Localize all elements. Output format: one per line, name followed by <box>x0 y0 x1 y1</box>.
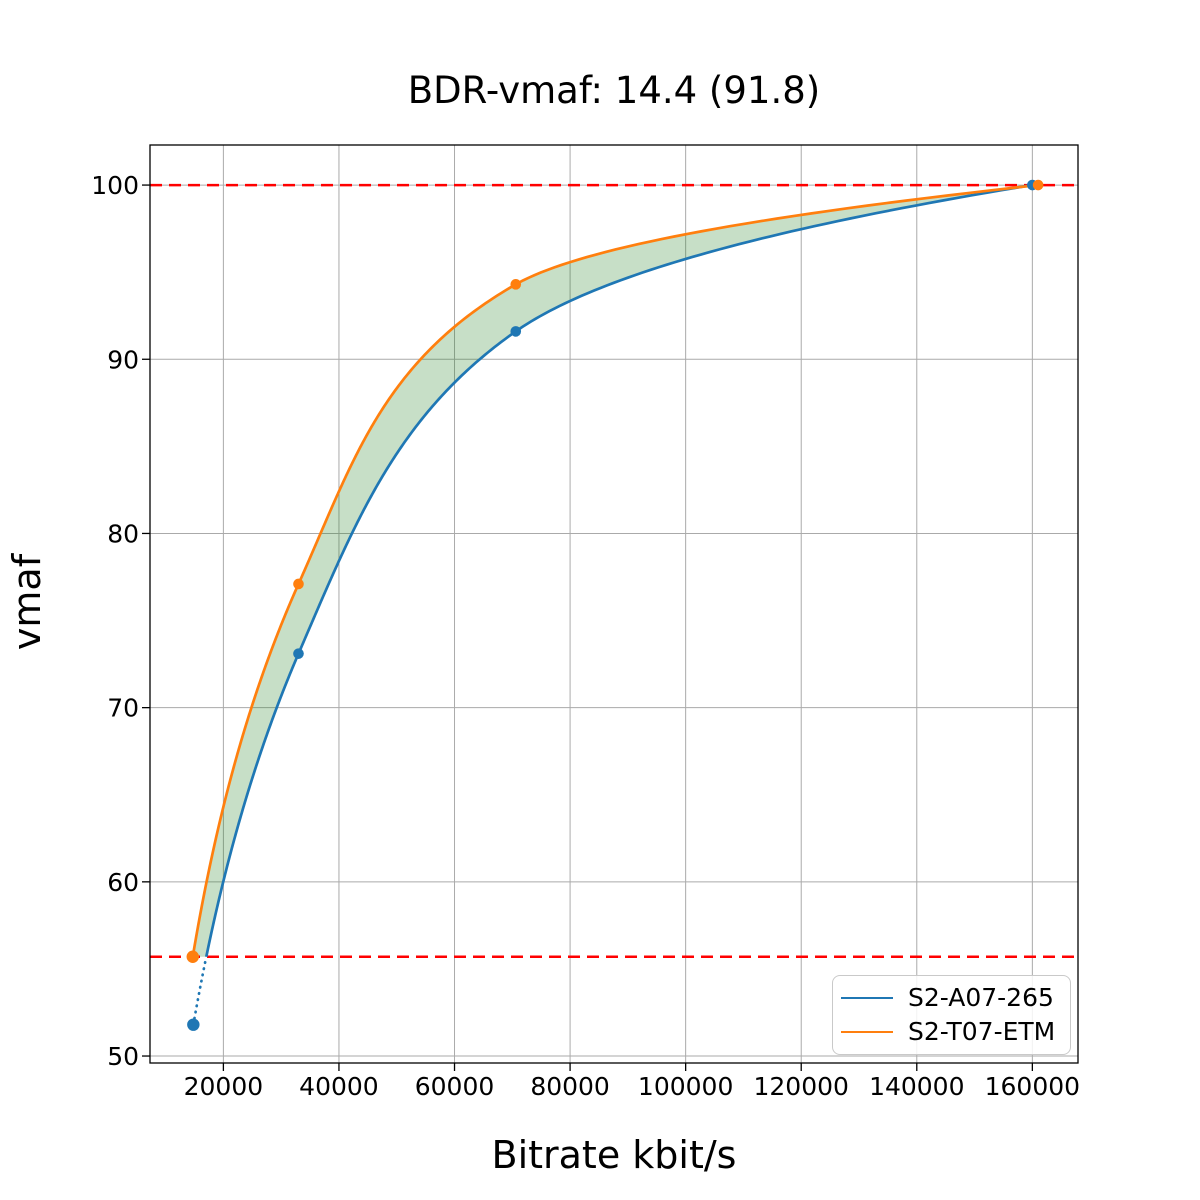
x-tick-label: 40000 <box>299 1072 379 1101</box>
legend-label: S2-T07-ETM <box>908 1017 1056 1047</box>
x-tick-label: 120000 <box>753 1072 848 1101</box>
markers-layer <box>186 179 1044 1031</box>
data-point-s2-t07-etm <box>186 950 199 963</box>
y-tick-label: 70 <box>107 694 139 723</box>
legend-item-s2-a07-265: S2-A07-265 <box>841 984 1060 1012</box>
data-point-s2-a07-265 <box>187 1018 200 1031</box>
bd-shaded-area-layer <box>192 185 1039 957</box>
x-tick-label: 60000 <box>415 1072 495 1101</box>
data-point-s2-a07-265 <box>293 648 304 659</box>
chart-title: BDR-vmaf: 14.4 (91.8) <box>407 69 821 112</box>
data-point-s2-t07-etm <box>293 578 304 590</box>
curve-s2-t07-etm <box>191 183 1039 957</box>
data-point-s2-a07-265 <box>510 326 522 337</box>
y-tick-label: 60 <box>107 868 139 897</box>
legend-line-sample-orange <box>841 1030 893 1033</box>
bd-shaded-area <box>192 185 1039 957</box>
x-tick-label: 20000 <box>184 1072 264 1101</box>
x-tick-label: 140000 <box>869 1072 964 1101</box>
y-tick-label: 100 <box>91 171 139 200</box>
data-point-s2-t07-etm <box>1032 179 1044 191</box>
y-axis-label: vmaf <box>5 553 49 651</box>
x-tick-label: 160000 <box>985 1072 1080 1101</box>
legend-item-s2-t07-etm: S2-T07-ETM <box>841 1018 1060 1046</box>
curves-layer <box>191 183 1039 1027</box>
y-tick-label: 90 <box>107 345 139 374</box>
bd-interval-lines-layer <box>150 183 1078 958</box>
x-axis-label: Bitrate kbit/s <box>491 1133 737 1177</box>
legend-label: S2-A07-265 <box>908 983 1054 1013</box>
x-tick-label: 80000 <box>530 1072 610 1101</box>
curve-s2-a07-265 <box>204 183 1033 958</box>
x-tick-label: 100000 <box>638 1072 733 1101</box>
y-tick-label: 50 <box>107 1042 139 1071</box>
plot-border <box>149 144 1079 1064</box>
curve-s2-a07-265-extrapolated-dotted <box>191 955 208 1027</box>
axes-layer: 20000 40000 60000 80000 100000 120000 140000 16… <box>91 144 1080 1101</box>
legend-line-sample-blue <box>841 997 893 1000</box>
y-tick-label: 80 <box>107 519 139 548</box>
data-point-s2-t07-etm <box>510 279 522 290</box>
legend: S2-A07-265 S2-T07-ETM <box>832 975 1071 1055</box>
